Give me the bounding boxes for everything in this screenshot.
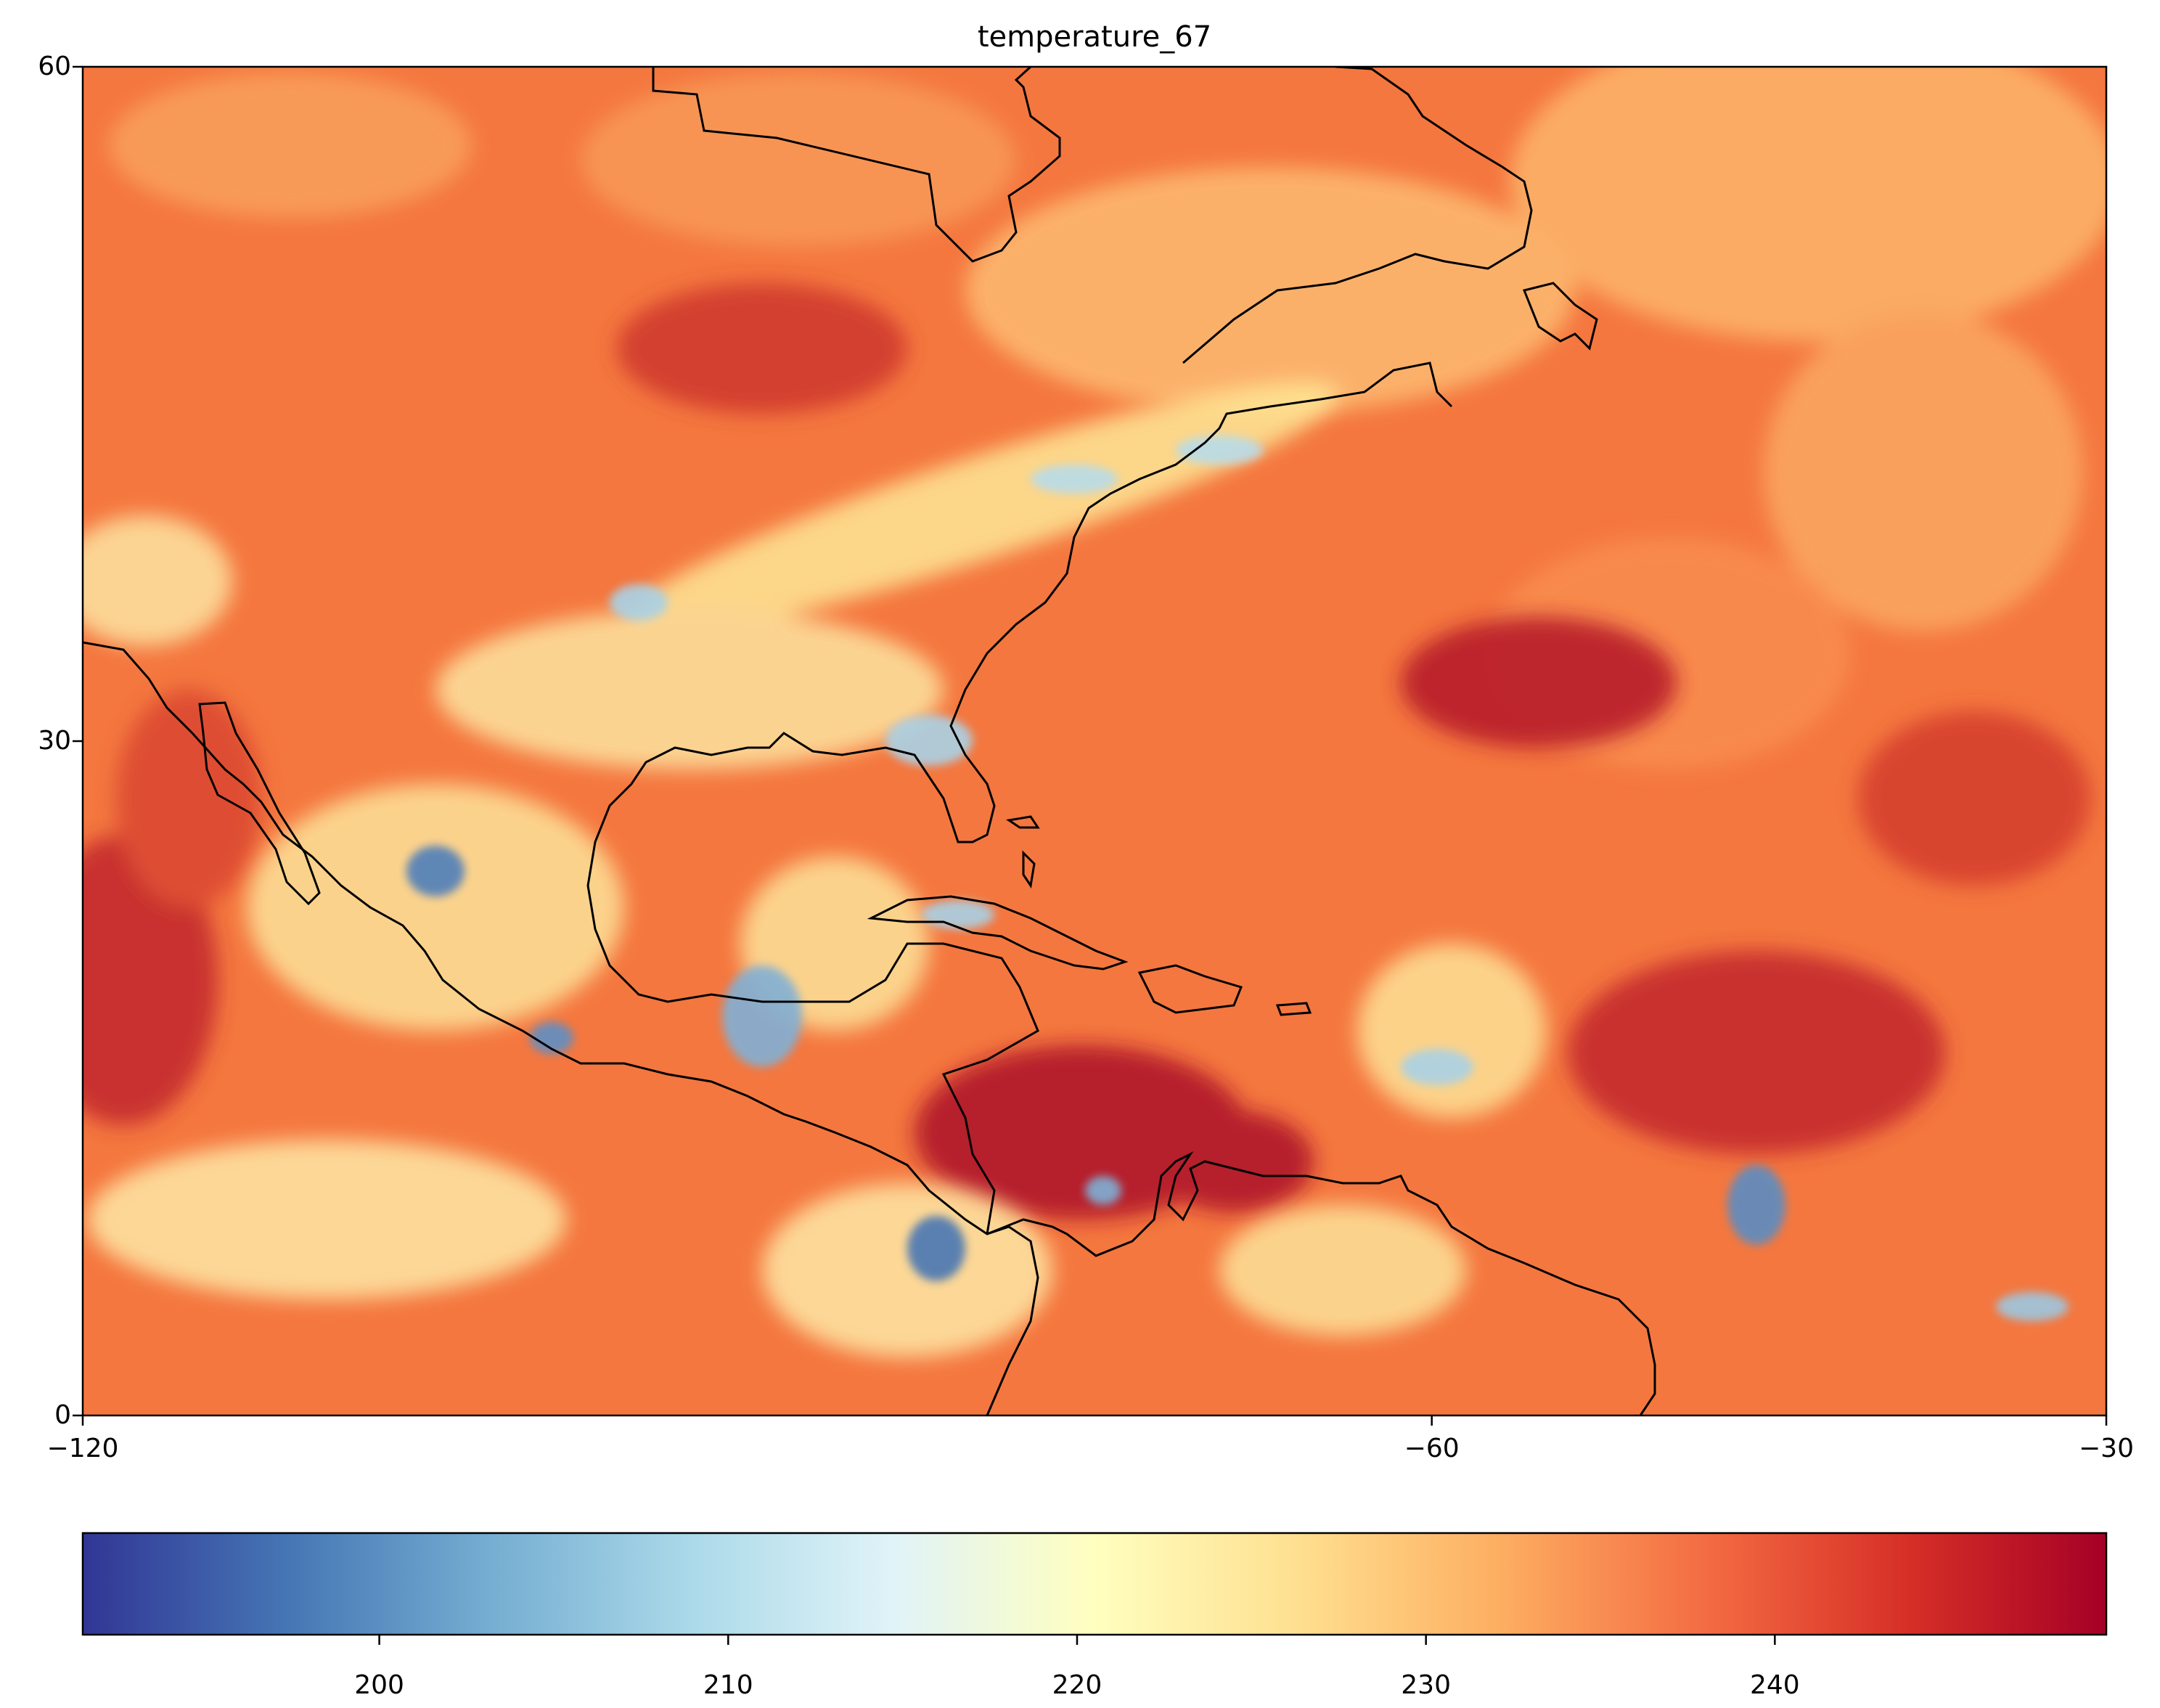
x-ticks — [81, 1415, 2108, 1426]
colorbar-tick-label: 240 — [1749, 1670, 1800, 1700]
coastline-hispaniola — [1137, 964, 1243, 1014]
coastline-cuba — [867, 895, 1129, 971]
temperature-field — [83, 67, 2106, 1415]
y-tick-label: 60 — [38, 52, 71, 81]
coastline-newfoundland — [1522, 282, 1598, 351]
x-tick-label: −60 — [1404, 1434, 1460, 1463]
y-tick-label: 0 — [54, 1400, 71, 1430]
colorbar-tick-label: 210 — [703, 1670, 753, 1700]
y-ticks — [73, 65, 83, 1417]
coastline-puerto-rico — [1275, 1002, 1312, 1016]
coastline-gulf — [586, 361, 1453, 1235]
y-tick-label: 30 — [38, 726, 71, 756]
coastline-bahamas — [1006, 815, 1040, 888]
colorbar — [83, 1533, 2106, 1635]
colorbar-tick-label: 200 — [354, 1670, 404, 1700]
colorbar-ticks — [378, 1635, 1776, 1645]
colorbar-frame — [81, 1532, 2108, 1636]
coastline-hudson — [652, 67, 1061, 263]
chart-title: temperature_67 — [977, 20, 1212, 54]
colorbar-tick-label: 220 — [1052, 1670, 1102, 1700]
coastline-canada — [1182, 67, 1533, 364]
coastlines — [83, 67, 1656, 1415]
coastline-baja — [198, 701, 321, 906]
x-tick-label: −30 — [2079, 1434, 2134, 1463]
x-tick-label: −120 — [46, 1434, 119, 1463]
coastline-south-america — [986, 1151, 1656, 1415]
colorbar-tick-label: 230 — [1401, 1670, 1451, 1700]
